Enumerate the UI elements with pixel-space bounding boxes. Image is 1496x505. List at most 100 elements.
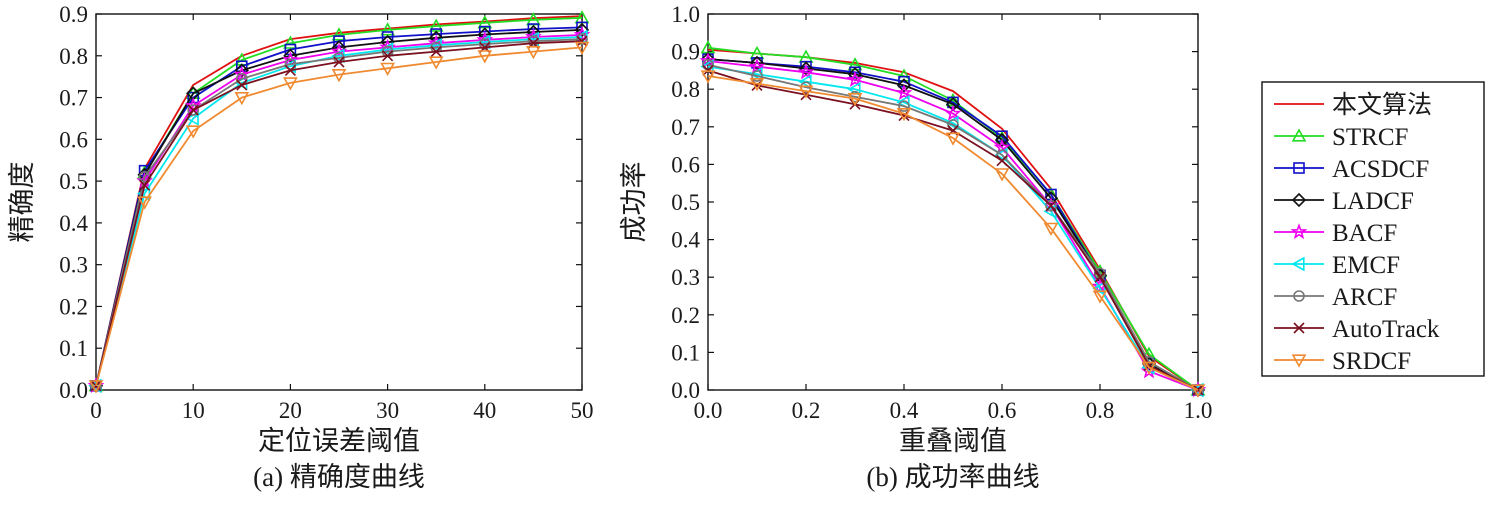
- success-point-ladcf: [1043, 191, 1059, 206]
- legend-label: ACSDCF: [1332, 156, 1429, 183]
- success-x-tick-label: 0.0: [694, 398, 723, 423]
- legend-item-autotrack: AutoTrack: [1274, 316, 1440, 343]
- precision-point-srdcf: [283, 77, 298, 91]
- precision-point-ladcf: [526, 24, 541, 40]
- precision-point-ladcf: [574, 22, 590, 38]
- precision-point-arcf: [576, 33, 588, 45]
- precision-y-tick-label: 0.5: [59, 169, 88, 194]
- success-line-autotrack: [707, 69, 1199, 391]
- success-series-emcf: [700, 59, 1204, 398]
- success-y-tick-label: 0.8: [671, 77, 700, 102]
- success-point-autotrack: [1094, 271, 1106, 283]
- success-line-arcf: [707, 63, 1199, 391]
- legend-label: AutoTrack: [1332, 316, 1440, 343]
- success-y-tick-label: 0.5: [671, 190, 700, 215]
- precision-point-arcf: [284, 58, 297, 70]
- legend-item-proposed: 本文算法: [1274, 91, 1432, 119]
- success-point-srdcf: [798, 85, 814, 99]
- success-series-arcf: [702, 58, 1204, 396]
- precision-line-strcf: [95, 16, 583, 387]
- precision-point-autotrack: [187, 104, 199, 116]
- success-y-tick-label: 0.6: [671, 152, 700, 177]
- legend-label: LADCF: [1332, 188, 1414, 215]
- precision-y-axis-label: 精确度: [7, 162, 37, 243]
- success-point-srdcf: [1141, 361, 1157, 376]
- precision-point-srdcf: [428, 56, 444, 70]
- precision-point-srdcf: [88, 380, 104, 394]
- success-point-ladcf: [945, 97, 961, 112]
- precision-point-autotrack: [333, 56, 345, 68]
- legend-label: 本文算法: [1332, 91, 1432, 119]
- success-point-bacf: [797, 63, 815, 80]
- precision-x-tick-label: 10: [182, 398, 205, 423]
- success-point-srdcf: [1190, 384, 1206, 398]
- precision-point-srdcf: [234, 92, 250, 106]
- precision-point-autotrack: [284, 64, 296, 76]
- precision-y-tick-label: 0.3: [59, 253, 88, 278]
- legend-item-strcf: STRCF: [1274, 124, 1408, 151]
- precision-point-autotrack: [236, 79, 248, 91]
- precision-point-autotrack: [576, 35, 588, 47]
- success-point-bacf: [944, 104, 962, 121]
- success-point-ladcf: [994, 132, 1010, 148]
- success-line-strcf: [707, 46, 1199, 391]
- legend-item-srdcf: SRDCF: [1274, 348, 1411, 375]
- success-y-tick-label: 0.7: [671, 115, 700, 140]
- legend-swatch-marker: [1291, 192, 1307, 208]
- precision-line-bacf: [95, 34, 583, 387]
- success-line-emcf: [707, 65, 1199, 391]
- precision-line-proposed: [95, 15, 583, 386]
- precision-series-proposed: [95, 15, 583, 386]
- precision-point-autotrack: [90, 380, 102, 392]
- success-series-bacf: [699, 52, 1207, 398]
- success-point-arcf: [898, 100, 910, 112]
- precision-y-tick-label: 0.8: [59, 44, 88, 69]
- legend-label: BACF: [1332, 220, 1397, 247]
- precision-line-srdcf: [95, 46, 583, 387]
- success-y-tick-label: 0.0: [671, 378, 700, 403]
- legend-swatch-marker: [1293, 290, 1305, 302]
- precision-point-srdcf: [526, 45, 541, 60]
- precision-point-acsdcf: [430, 28, 443, 40]
- legend-swatch-marker: [1293, 162, 1305, 174]
- success-point-srdcf: [1043, 222, 1059, 236]
- success-x-tick-label: 0.2: [792, 398, 821, 423]
- success-point-srdcf: [700, 70, 716, 84]
- precision-y-tick-label: 0.2: [59, 294, 88, 319]
- precision-x-tick-label: 20: [279, 398, 302, 423]
- precision-line-emcf: [95, 36, 583, 387]
- success-x-axis-label: 重叠阈值: [899, 426, 1007, 456]
- precision-point-acsdcf: [527, 23, 540, 35]
- success-point-srdcf: [994, 168, 1010, 182]
- success-x-tick-label: 0.8: [1086, 398, 1115, 423]
- precision-series-autotrack: [90, 35, 588, 392]
- legend-label: STRCF: [1332, 124, 1408, 151]
- precision-series-arcf: [90, 33, 588, 392]
- precision-point-autotrack: [430, 46, 442, 58]
- legend-label: SRDCF: [1332, 348, 1411, 375]
- precision-line-arcf: [95, 38, 583, 387]
- precision-x-axis-label: 定位误差阈值: [258, 426, 420, 456]
- success-x-tick-label: 0.6: [988, 398, 1017, 423]
- precision-y-tick-label: 0.9: [59, 2, 88, 27]
- precision-y-tick-label: 0.4: [59, 211, 88, 236]
- precision-point-arcf: [187, 104, 199, 116]
- success-y-tick-label: 0.4: [671, 228, 700, 253]
- precision-point-srdcf: [477, 50, 493, 64]
- precision-point-srdcf: [137, 196, 152, 210]
- precision-series-emcf: [88, 29, 588, 394]
- legend-item-bacf: BACF: [1274, 220, 1397, 247]
- legend-label: EMCF: [1332, 252, 1400, 279]
- success-point-bacf: [895, 84, 913, 101]
- success-x-tick-label: 0.4: [890, 398, 919, 423]
- precision-point-strcf: [331, 27, 347, 41]
- precision-series-bacf: [87, 26, 591, 393]
- precision-point-acsdcf: [576, 21, 588, 34]
- precision-x-tick-label: 0: [90, 398, 102, 423]
- precision-y-tick-label: 0.6: [59, 127, 88, 152]
- precision-point-srdcf: [380, 62, 395, 76]
- precision-point-autotrack: [382, 50, 394, 62]
- legend-swatch-marker: [1291, 354, 1307, 368]
